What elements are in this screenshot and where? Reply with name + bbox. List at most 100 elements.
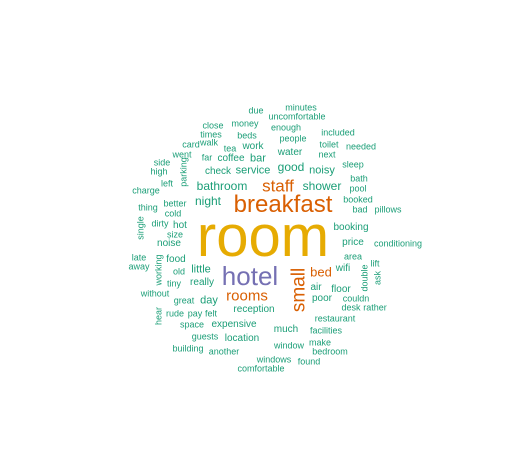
word-location: location [224,333,260,344]
word-single: single [135,216,146,240]
word-floor: floor [331,284,351,295]
word-hear: hear [153,306,164,326]
word-pay: pay [187,308,203,319]
word-restaurant: restaurant [314,313,356,324]
word-booking: booking [333,222,369,233]
word-windows: windows [256,354,292,365]
word-service: service [235,164,271,177]
word-booked: booked [343,194,373,205]
word-times: times [200,129,222,140]
word-bathroom: bathroom [196,179,248,193]
word-due: due [248,105,264,116]
word-felt: felt [204,308,218,319]
word-next: next [318,149,336,160]
word-great: great [173,295,195,306]
word-working: working [153,254,164,286]
word-dirty: dirty [151,218,169,229]
word-another: another [208,346,240,357]
word-bed: bed [310,264,332,280]
word-old: old [172,266,186,277]
word-far: far [201,152,213,163]
word-water: water [277,147,303,158]
word-expensive: expensive [211,319,257,330]
word-double: double [359,264,370,292]
word-work: work [242,141,264,152]
word-air: air [310,282,322,293]
word-make: make [308,337,332,348]
word-wifi: wifi [335,263,351,274]
word-side: side [153,157,171,168]
word-needed: needed [345,141,377,152]
word-shower: shower [302,179,342,193]
word-parking: parking [178,157,189,187]
word-guests: guests [191,331,219,342]
word-went: went [172,149,192,160]
word-tea: tea [223,143,237,154]
word-coffee: coffee [217,153,245,164]
word-close: close [202,120,224,131]
word-size: size [166,229,184,240]
word-price: price [342,237,364,248]
word-noisy: noisy [309,164,335,177]
word-poor: poor [311,293,333,304]
word-thing: thing [138,202,158,213]
word-staff: staff [262,176,294,196]
word-day: day [200,294,218,307]
word-bar: bar [250,152,266,165]
word-conditioning: conditioning [373,238,423,249]
word-rather: rather [363,302,387,313]
word-bath: bath [350,173,368,184]
word-people: people [279,133,307,144]
word-enough: enough [270,122,302,133]
word-room: room [196,204,330,269]
word-charge: charge [132,185,160,196]
word-hotel: hotel [221,261,279,291]
word-high: high [150,166,168,177]
word-away: away [128,261,150,272]
word-check: check [204,166,232,177]
word-walk: walk [199,137,219,148]
word-facilities: facilities [309,325,343,336]
word-reception: reception [233,304,275,315]
word-space: space [179,319,205,330]
word-bedroom: bedroom [312,346,348,357]
word-breakfast: breakfast [233,191,333,218]
word-pillows: pillows [374,204,402,215]
word-building: building [172,343,204,354]
word-found: found [297,356,321,367]
word-bad: bad [352,204,368,215]
word-toilet: toilet [319,139,339,150]
word-ask: ask [372,270,383,286]
word-hot: hot [173,220,187,231]
word-window: window [273,340,305,351]
word-area: area [343,251,363,262]
word-rooms: rooms [226,287,268,305]
word-much: much [273,324,299,335]
word-night: night [194,194,222,208]
word-noise: noise [157,238,181,249]
word-food: food [166,254,186,265]
word-rude: rude [165,308,185,319]
word-couldn: couldn [342,293,370,304]
word-pool: pool [349,183,367,194]
word-good: good [277,160,305,174]
word-really: really [190,277,214,288]
word-uncomfortable: uncomfortable [268,111,326,122]
word-better: better [163,198,187,209]
word-card: card [182,139,200,150]
word-desk: desk [341,302,361,313]
word-lift: lift [370,258,380,269]
word-without: without [140,288,170,299]
word-small: small [288,267,310,313]
word-beds: beds [237,130,257,141]
word-included: included [321,127,355,138]
word-left: left [160,178,174,189]
word-minutes: minutes [285,102,317,113]
word-late: late [131,252,147,263]
word-cold: cold [164,208,182,219]
word-little: little [191,263,211,276]
word-comfortable: comfortable [237,363,285,374]
word-tiny: tiny [166,278,182,289]
word-sleep: sleep [342,159,364,170]
